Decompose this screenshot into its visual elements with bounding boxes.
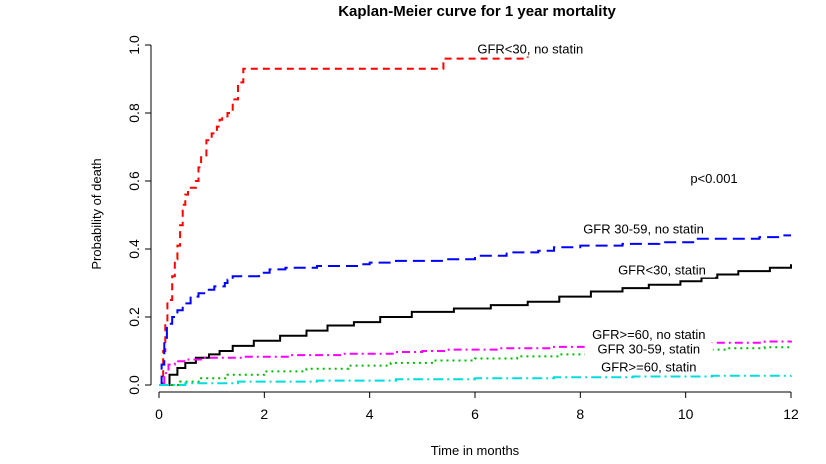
y-tick-label: 0.0 [126,375,142,395]
series-label-background [608,263,716,278]
y-tick-label: 0.4 [126,239,142,259]
series-line-gfr-30-no-statin [159,47,554,386]
axes: 0 2 4 6 8 10 12 0.0 0.2 0.4 0.6 0.8 1.0 [126,35,799,422]
x-tick-label: 0 [155,406,163,422]
series-label-background [466,42,595,57]
series-line-gfr-60-statin [159,374,792,386]
x-tick-label: 6 [471,406,479,422]
series-label-background [568,222,719,237]
x-tick-label: 12 [783,406,799,422]
series-line-gfr-30-statin [159,264,792,386]
y-axis-label: Probability of death [89,158,104,269]
series-label-background [592,360,706,375]
x-tick-label: 2 [260,406,268,422]
y-tick-label: 1.0 [126,35,142,55]
series-label-gfr-30-statin: GFR<30, statin [618,263,706,278]
series-label-gfr-60-statin: GFR>=60, statin [601,359,696,374]
series-labels: GFR<30, no statin GFR 30-59, no statin GFR… [466,42,719,375]
y-tick-label: 0.6 [126,171,142,191]
series-label-background [581,328,717,343]
x-tick-label: 8 [576,406,584,422]
x-axis-label: Time in months [431,443,520,458]
x-tick-label: 10 [678,406,694,422]
x-tick-label: 4 [366,406,374,422]
y-tick-label: 0.8 [126,103,142,123]
series-label-gfr-60-no-statin: GFR>=60, no statin [592,327,705,342]
series-label-background [584,342,713,357]
series-line-gfr-30-59-no-statin [159,234,791,386]
series-label-gfr-30-59-no-statin: GFR 30-59, no statin [583,222,704,237]
series-label-gfr-30-no-statin: GFR<30, no statin [477,42,583,57]
y-tick-label: 0.2 [126,307,142,327]
series-label-gfr-30-59-statin: GFR 30-59, statin [597,341,700,356]
p-value-annotation: p<0.001 [690,171,737,186]
chart-title: Kaplan-Meier curve for 1 year mortality [338,3,616,20]
